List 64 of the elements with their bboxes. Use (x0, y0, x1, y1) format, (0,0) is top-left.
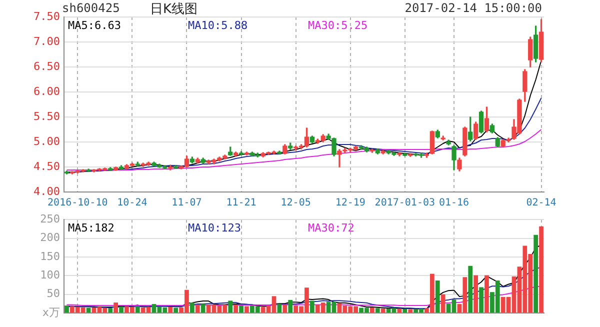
bar (370, 307, 374, 312)
y-tick-label: 7.50 (34, 10, 60, 23)
bar (64, 306, 69, 312)
bar (380, 308, 386, 312)
bar (479, 287, 484, 312)
bar (239, 306, 244, 312)
text: MA10:123 (188, 221, 241, 234)
x-tick-label: 2017-01-03 (374, 198, 436, 209)
y-tick-label: 4.00 (34, 184, 60, 198)
x-tick-label: 12-19 (335, 198, 366, 209)
bar (402, 308, 408, 312)
bar (174, 308, 178, 312)
bar (484, 275, 489, 312)
bar (468, 266, 473, 312)
bar (408, 309, 413, 312)
x-tick-label: 12-05 (280, 198, 311, 209)
bar (108, 308, 113, 312)
x-tick-label: 2016-10-10 (48, 198, 108, 209)
bar (440, 294, 446, 312)
y-tick-label: 100 (40, 268, 60, 282)
chart-title: 日K线图 (150, 1, 198, 18)
bar (114, 302, 118, 312)
bar (397, 308, 402, 312)
bar (228, 300, 233, 312)
bar (195, 304, 200, 312)
y-tick-label: 150 (40, 250, 60, 263)
x-tick-label: 01-16 (438, 198, 470, 209)
y-tick-label: 200 (40, 231, 60, 244)
bar (288, 300, 293, 312)
y-tick-label: 5.00 (34, 134, 60, 148)
x-tick-label: 11-21 (226, 198, 256, 209)
bar (119, 306, 124, 312)
x-tick-label: 02-14 (526, 198, 556, 209)
bar (310, 300, 314, 312)
bar (474, 275, 478, 312)
text: MA30:72 (308, 221, 354, 234)
bar (534, 234, 538, 312)
bar (539, 226, 544, 312)
y-tick-label: 4.50 (34, 160, 60, 173)
text: sh600425 (62, 1, 120, 15)
text: MA5:6.63 (68, 18, 121, 32)
x-tick-label: 11-07 (172, 198, 202, 209)
bar (244, 306, 249, 312)
text: MA10:5.88 (188, 18, 248, 32)
bar (375, 308, 380, 312)
bar (282, 304, 288, 312)
y-tick-label: x万 (42, 306, 60, 319)
y-tick-label: 5.50 (34, 110, 60, 123)
y-tick-label: 6.50 (34, 60, 60, 73)
bar (435, 280, 440, 312)
bar (277, 304, 282, 312)
y-tick-label: 250 (40, 212, 60, 226)
text: 2017-02-14 15:00:00 (404, 1, 542, 15)
bar (200, 304, 206, 312)
text: MA30:5.25 (308, 18, 368, 32)
y-tick-label: 7.00 (34, 34, 60, 48)
bar (135, 306, 140, 312)
bar (190, 302, 194, 312)
x-tick-label: 10-24 (117, 198, 148, 209)
bar (168, 307, 173, 312)
bar (234, 304, 238, 312)
y-tick-label: 6.00 (34, 84, 60, 98)
text: MA5:182 (68, 221, 114, 234)
y-tick-label: 50 (46, 287, 60, 300)
